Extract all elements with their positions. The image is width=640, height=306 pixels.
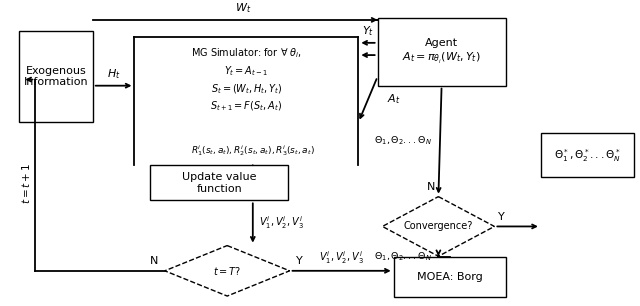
Text: $Y_t = A_{t-1}$: $Y_t = A_{t-1}$ <box>224 64 269 78</box>
Text: MOEA: Borg: MOEA: Borg <box>417 272 483 282</box>
Text: $t = t+1$: $t = t+1$ <box>20 163 32 204</box>
Text: MG Simulator: for $\forall$ $\theta_i$,: MG Simulator: for $\forall$ $\theta_i$, <box>191 47 302 61</box>
Text: $Y_t$: $Y_t$ <box>362 24 374 38</box>
Text: Exogenous
Information: Exogenous Information <box>24 66 88 87</box>
Text: Y: Y <box>498 212 504 222</box>
Text: $t = T?$: $t = T?$ <box>213 265 241 277</box>
Text: $A_t$: $A_t$ <box>387 92 401 106</box>
Text: $S_t = (W_t, H_t, Y_t)$: $S_t = (W_t, H_t, Y_t)$ <box>211 82 282 95</box>
Text: Convergence?: Convergence? <box>404 222 473 231</box>
Text: Y: Y <box>296 256 303 266</box>
Bar <box>394 257 506 297</box>
Text: $\Theta_1, \Theta_2 ... \Theta_N$: $\Theta_1, \Theta_2 ... \Theta_N$ <box>374 135 432 147</box>
Text: $V_1^i, V_2^i, V_3^i$: $V_1^i, V_2^i, V_3^i$ <box>259 215 304 231</box>
Text: N: N <box>150 256 158 266</box>
Text: N: N <box>427 182 435 192</box>
Text: $S_{t+1} = F(S_t, A_t)$: $S_{t+1} = F(S_t, A_t)$ <box>211 100 282 113</box>
Text: $W_t$: $W_t$ <box>235 2 252 15</box>
Bar <box>378 18 506 86</box>
Text: $\Theta_1^*, \Theta_2^*...\Theta_N^*$: $\Theta_1^*, \Theta_2^*...\Theta_N^*$ <box>554 147 621 164</box>
Text: $V_1^i, V_2^i, V_3^i$: $V_1^i, V_2^i, V_3^i$ <box>319 249 364 266</box>
Text: $H_t$: $H_t$ <box>107 67 120 81</box>
Text: Update value
function: Update value function <box>182 172 257 194</box>
Bar <box>541 133 634 177</box>
Text: $R_1^i(s_t, a_t), R_2^i(s_t, a_t), R_3^i(s_t, a_t)$: $R_1^i(s_t, a_t), R_2^i(s_t, a_t), R_3^i… <box>191 143 315 158</box>
Polygon shape <box>164 245 290 296</box>
Text: $\Theta_1, \Theta_2 ... \Theta_N$: $\Theta_1, \Theta_2 ... \Theta_N$ <box>374 250 432 263</box>
Text: Agent
$A_t = \pi_{\theta_i}(W_t, Y_t)$: Agent $A_t = \pi_{\theta_i}(W_t, Y_t)$ <box>403 39 481 65</box>
Bar <box>19 31 93 122</box>
Bar <box>150 165 288 200</box>
Polygon shape <box>383 196 495 256</box>
